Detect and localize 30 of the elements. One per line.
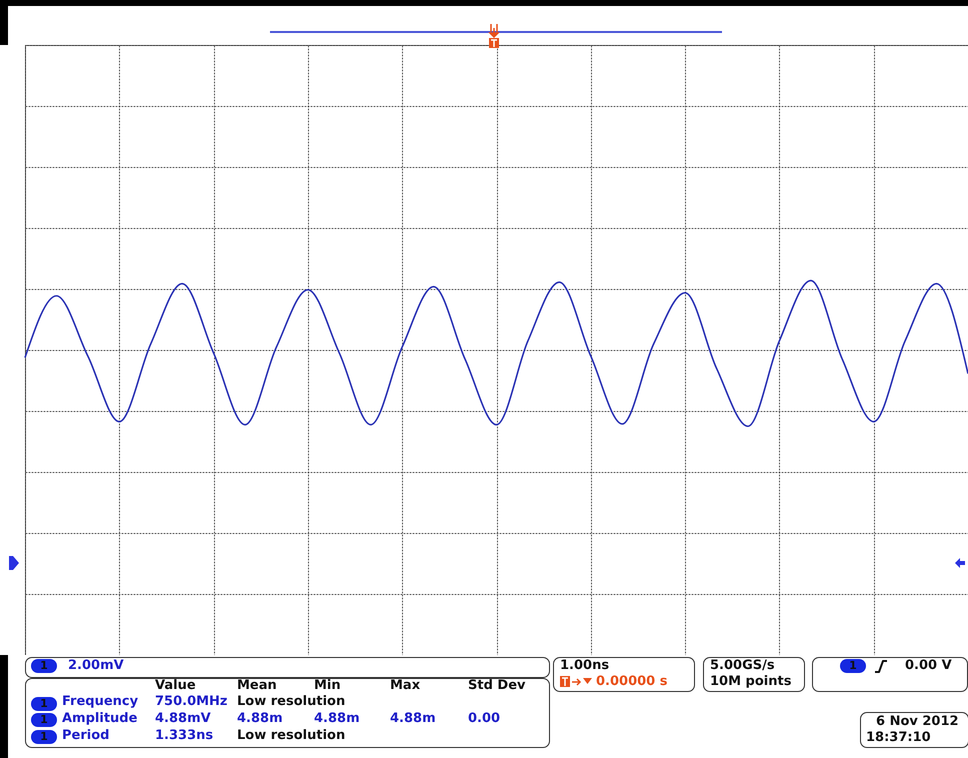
text: 4.88mV (155, 711, 211, 726)
text: 1 (31, 713, 57, 727)
text: Frequency (62, 694, 138, 709)
text: 4.88m (390, 711, 436, 726)
text: 2.00mV (68, 658, 124, 673)
text: Low resolution (237, 728, 346, 743)
text: 1 (31, 730, 57, 744)
text: Std Dev (468, 678, 526, 693)
text: Max (390, 678, 420, 693)
text: 1 (840, 659, 866, 673)
text: 6 Nov 2012 (876, 714, 959, 729)
text: 0.00 V (905, 658, 952, 673)
text: 1 (31, 697, 57, 711)
text: Amplitude (62, 711, 138, 726)
text: Low resolution (237, 694, 346, 709)
text: Value (155, 678, 196, 693)
text: Min (314, 678, 341, 693)
text: 4.88m (237, 711, 283, 726)
text: 18:37:10 (866, 730, 931, 745)
text: 4.88m (314, 711, 360, 726)
text: Period (62, 728, 110, 743)
text: 1.00ns (560, 658, 610, 673)
text: 1.333ns (155, 728, 214, 743)
text: 0.00 (468, 711, 500, 726)
text: 750.0MHz (155, 694, 228, 709)
text: Mean (237, 678, 277, 693)
text: 5.00GS/s (710, 658, 775, 673)
text: 1 (31, 659, 57, 673)
text: 10M points (710, 674, 792, 689)
text: 0.00000 s (596, 674, 668, 689)
